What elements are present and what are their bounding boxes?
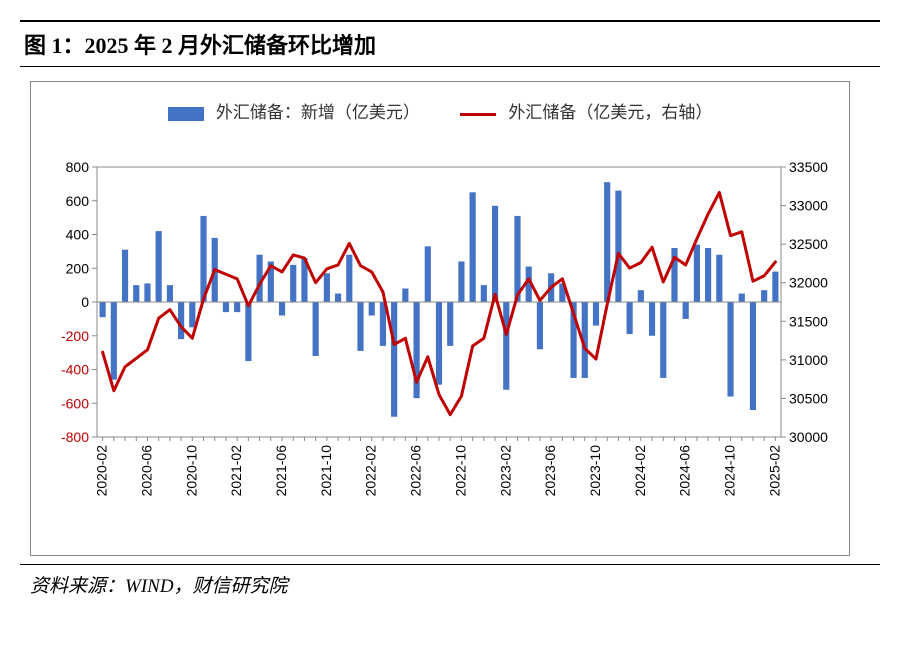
svg-text:30500: 30500 [789, 390, 828, 406]
svg-text:-600: -600 [61, 395, 89, 411]
legend-bar-swatch [168, 107, 204, 121]
legend-line: 外汇储备（亿美元，右轴） [460, 98, 712, 123]
svg-text:32500: 32500 [789, 236, 828, 252]
svg-text:2025-02: 2025-02 [766, 445, 782, 497]
svg-text:2021-06: 2021-06 [273, 445, 289, 497]
svg-text:33500: 33500 [789, 159, 828, 175]
svg-text:2021-02: 2021-02 [228, 445, 244, 497]
legend: 外汇储备：新增（亿美元） 外汇储备（亿美元，右轴） [39, 98, 841, 123]
svg-text:2024-06: 2024-06 [677, 445, 693, 497]
svg-text:2022-02: 2022-02 [363, 445, 379, 497]
svg-text:2023-06: 2023-06 [542, 445, 558, 497]
figure-container: 图 1：2025 年 2 月外汇储备环比增加 外汇储备：新增（亿美元） 外汇储备… [20, 20, 880, 598]
data-source: 资料来源：WIND，财信研究院 [20, 564, 880, 598]
legend-bar-label: 外汇储备：新增（亿美元） [216, 103, 420, 122]
figure-title: 图 1：2025 年 2 月外汇储备环比增加 [20, 20, 880, 67]
svg-text:2022-06: 2022-06 [408, 445, 424, 497]
legend-bar: 外汇储备：新增（亿美元） [168, 98, 420, 123]
svg-text:31000: 31000 [789, 352, 828, 368]
legend-line-label: 外汇储备（亿美元，右轴） [508, 103, 712, 122]
svg-text:2022-10: 2022-10 [452, 445, 468, 497]
svg-text:33000: 33000 [789, 198, 828, 214]
svg-text:400: 400 [66, 227, 90, 243]
svg-text:-200: -200 [61, 328, 89, 344]
svg-text:30000: 30000 [789, 429, 828, 445]
svg-text:31500: 31500 [789, 313, 828, 329]
svg-text:800: 800 [66, 159, 90, 175]
svg-text:-400: -400 [61, 362, 89, 378]
svg-text:200: 200 [66, 260, 90, 276]
svg-text:2023-10: 2023-10 [587, 445, 603, 497]
svg-text:2021-10: 2021-10 [318, 445, 334, 497]
svg-text:2024-10: 2024-10 [722, 445, 738, 497]
svg-text:2020-06: 2020-06 [138, 445, 154, 497]
legend-line-swatch [460, 113, 496, 116]
svg-text:32000: 32000 [789, 275, 828, 291]
svg-text:2024-02: 2024-02 [632, 445, 648, 497]
chart-svg: -800 -600 -400 -200 0 200 400 600 800 30000 30500 3… [39, 127, 839, 547]
chart-box: 外汇储备：新增（亿美元） 外汇储备（亿美元，右轴） -800 -600 -400 -2… [30, 81, 850, 556]
svg-text:600: 600 [66, 193, 90, 209]
svg-text:0: 0 [81, 294, 89, 310]
svg-text:2020-10: 2020-10 [183, 445, 199, 497]
svg-text:2023-02: 2023-02 [497, 445, 513, 497]
svg-text:-800: -800 [61, 429, 89, 445]
svg-text:2020-02: 2020-02 [94, 445, 110, 497]
